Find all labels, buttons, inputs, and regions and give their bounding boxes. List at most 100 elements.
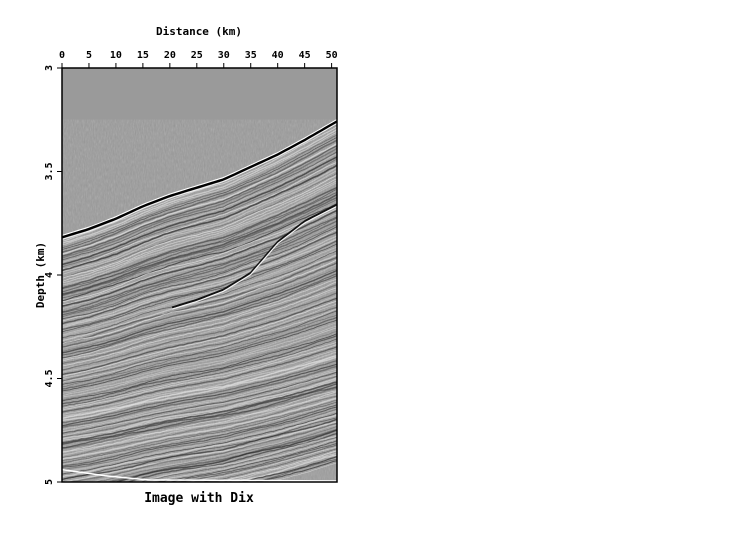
reflector-line <box>62 335 337 405</box>
reflector-line <box>62 203 337 302</box>
reflector-line <box>62 170 337 275</box>
reflector-line <box>62 262 337 348</box>
reflector-line <box>62 351 337 417</box>
water-bottom-reflector <box>62 120 337 239</box>
reflector-line <box>62 390 337 453</box>
reflector-line <box>62 208 337 306</box>
reflector-line <box>62 408 337 470</box>
reflector-line <box>62 151 337 261</box>
reflector-line <box>62 217 337 313</box>
reflector-line <box>265 462 337 482</box>
reflector-line <box>62 281 337 362</box>
reflector-line <box>62 198 337 299</box>
reflector-line <box>62 341 337 409</box>
deep-reflector <box>171 203 337 309</box>
reflector-line <box>62 316 337 390</box>
reflector-line <box>62 310 337 386</box>
reflector-line <box>62 131 337 246</box>
y-tick-label: 5 <box>44 479 55 485</box>
reflector-line <box>62 314 337 388</box>
reflector-line <box>62 360 337 424</box>
reflector-line <box>62 186 337 289</box>
reflector-line <box>62 226 337 320</box>
reflector-line <box>222 452 337 482</box>
x-tick-label: 30 <box>218 50 230 61</box>
reflector-line <box>62 406 337 469</box>
reflector-line <box>62 166 337 273</box>
reflector-line <box>62 404 337 467</box>
reflector-line <box>62 216 337 313</box>
y-axis-label: Depth (km) <box>34 242 47 308</box>
reflector-line <box>62 235 337 327</box>
reflector-line <box>62 164 337 272</box>
reflector-line <box>62 338 337 407</box>
reflector-line <box>62 371 337 434</box>
reflector-line <box>130 435 337 482</box>
reflector-line <box>62 180 337 284</box>
reflector-line <box>62 300 337 377</box>
x-tick-label: 35 <box>245 50 257 61</box>
reflector-line <box>62 346 337 413</box>
reflector-line <box>62 191 337 293</box>
deep-reflector-sidelobe <box>171 205 337 310</box>
x-tick-label: 40 <box>272 50 284 61</box>
reflector-line <box>62 145 337 257</box>
reflector-line <box>62 136 337 250</box>
reflector-line <box>94 426 337 482</box>
reflector-line <box>62 264 337 349</box>
reflector-line <box>62 238 337 328</box>
x-tick-label: 15 <box>137 50 149 61</box>
reflector-line <box>62 224 337 318</box>
reflector-line <box>62 349 337 415</box>
x-tick-label: 0 <box>59 50 65 61</box>
reflector-line <box>62 294 337 373</box>
reflector-line <box>62 161 337 270</box>
reflector-line <box>62 375 337 438</box>
reflector-line <box>62 153 337 263</box>
reflector-line <box>62 139 337 254</box>
reflector-line <box>62 147 337 259</box>
reflector-line <box>62 368 337 430</box>
reflector-line <box>62 292 337 371</box>
image-bottom-edge <box>62 468 337 482</box>
reflector-line <box>62 377 337 440</box>
reflector-line <box>62 395 337 459</box>
reflector-line <box>62 319 337 392</box>
reflector-line <box>62 386 337 449</box>
reflector-line <box>62 278 337 360</box>
reflector-line <box>62 381 337 444</box>
reflector-line <box>62 231 337 325</box>
reflector-line <box>62 275 337 359</box>
reflector-line <box>62 289 337 369</box>
reflector-line <box>62 325 337 396</box>
reflector-line <box>62 344 337 411</box>
reflector-line <box>62 256 337 344</box>
reflector-line <box>113 429 337 482</box>
reflector-line <box>62 174 337 279</box>
reflector-line <box>255 460 337 482</box>
reflector-line <box>62 322 337 395</box>
reflector-line <box>62 172 337 279</box>
reflector-line <box>62 178 337 282</box>
y-axis: 3 3.5 4 4.5 5 <box>44 65 62 485</box>
reflector-line <box>62 378 337 441</box>
reflector-line <box>62 404 337 465</box>
y-tick-label: 3 <box>44 65 55 71</box>
x-tick-label: 10 <box>110 50 122 61</box>
x-tick-label: 5 <box>86 50 92 61</box>
reflector-line <box>62 204 337 303</box>
y-tick-label: 3.5 <box>44 162 55 180</box>
reflector-line <box>62 134 337 249</box>
reflector-line <box>62 246 337 336</box>
x-tick-label: 25 <box>191 50 203 61</box>
y-tick-label: 4.5 <box>44 369 55 387</box>
reflector-line <box>239 456 337 482</box>
reflector-line <box>253 458 337 482</box>
reflector-line <box>62 243 337 333</box>
reflector-line <box>62 188 337 290</box>
reflector-line <box>62 308 337 383</box>
y-tick-label: 4 <box>44 272 55 278</box>
reflector-line <box>62 414 337 478</box>
reflector-line <box>62 128 337 245</box>
reflector-line <box>62 156 337 266</box>
